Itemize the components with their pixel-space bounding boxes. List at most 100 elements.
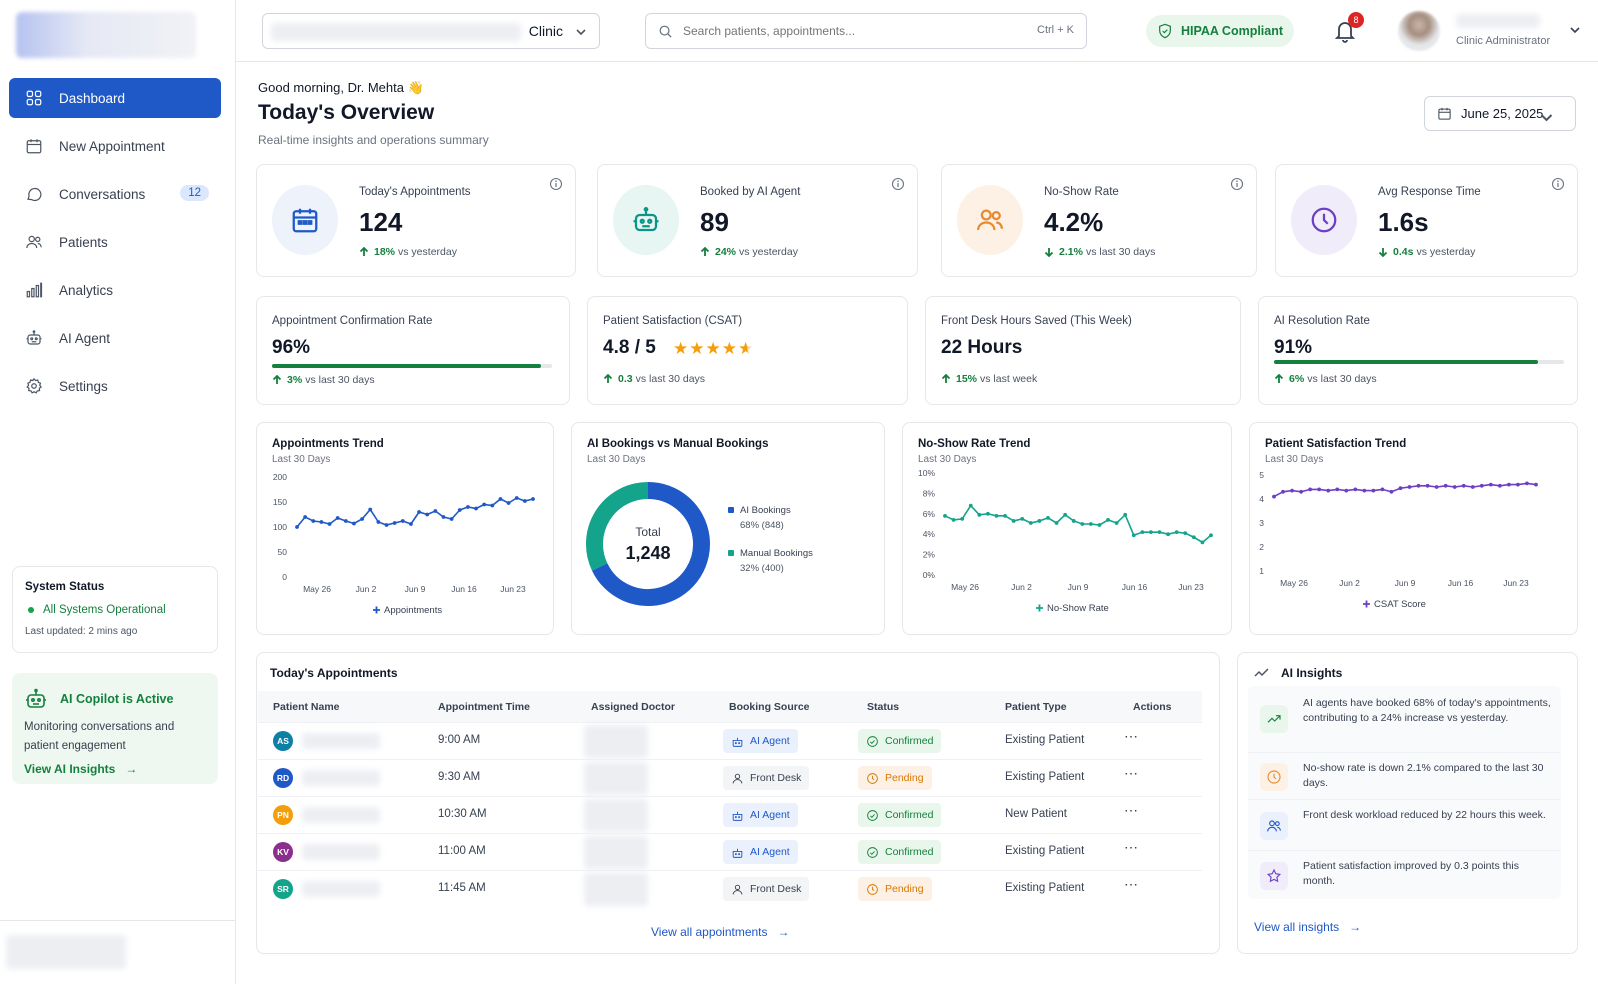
info-icon[interactable] bbox=[1230, 177, 1244, 191]
copilot-description: Monitoring conversations and patient eng… bbox=[24, 721, 175, 752]
data-point bbox=[514, 496, 519, 500]
check-circle-icon bbox=[867, 809, 878, 821]
table-row[interactable]: PN 10:30 AM AI Agent Confirmed New Patie… bbox=[258, 796, 1202, 833]
sidebar-item-conversations[interactable]: Conversations 12 bbox=[9, 174, 221, 214]
patient-type: Existing Patient bbox=[1005, 882, 1085, 894]
column-header-type[interactable]: Patient Type bbox=[1005, 701, 1067, 713]
sidebar-item-dashboard[interactable]: Dashboard bbox=[9, 78, 221, 118]
booking-source-label: AI Agent bbox=[750, 735, 790, 747]
bell-icon[interactable] bbox=[1333, 18, 1357, 44]
sidebar-item-settings[interactable]: Settings bbox=[9, 366, 221, 406]
greeting: Good morning, Dr. Mehta 👋 bbox=[258, 80, 424, 95]
donut-center-label: Total bbox=[635, 525, 660, 539]
status-label: Confirmed bbox=[885, 809, 934, 821]
robot-icon bbox=[732, 737, 743, 747]
sidebar-item-ai-agent[interactable]: AI Agent bbox=[9, 318, 221, 358]
y-tick-label: 100 bbox=[273, 522, 287, 532]
delta-text: vs yesterday bbox=[398, 246, 457, 258]
arrow-up-icon bbox=[603, 374, 613, 383]
insight-icon-box bbox=[1260, 811, 1288, 840]
data-point bbox=[1272, 494, 1276, 499]
view-all-insights-link[interactable]: View all insights → bbox=[1254, 920, 1361, 934]
view-ai-insights-link[interactable]: View AI Insights → bbox=[24, 762, 206, 776]
avatar[interactable] bbox=[1398, 11, 1440, 51]
row-actions-menu-icon[interactable]: ⋯ bbox=[1124, 728, 1139, 744]
calendar-icon bbox=[292, 208, 318, 233]
row-actions-menu-icon[interactable]: ⋯ bbox=[1124, 876, 1139, 892]
chevron-down-icon bbox=[1540, 114, 1553, 122]
arrow-right-icon: → bbox=[777, 925, 790, 939]
top-bar bbox=[236, 0, 1598, 62]
arrow-up-icon bbox=[941, 374, 951, 383]
table-row[interactable]: AS 9:00 AM AI Agent Confirmed Existing P… bbox=[258, 722, 1202, 759]
chart-subtitle: Last 30 Days bbox=[918, 454, 977, 465]
data-point bbox=[1516, 482, 1520, 487]
data-point bbox=[1299, 489, 1304, 494]
status-badge: Confirmed bbox=[858, 803, 942, 827]
user-profile-redacted[interactable] bbox=[6, 935, 126, 969]
y-tick-label: 50 bbox=[278, 547, 288, 557]
data-point bbox=[392, 521, 397, 525]
booking-source-badge: AI Agent bbox=[723, 729, 798, 753]
robot-icon bbox=[26, 330, 42, 345]
row-actions-menu-icon[interactable]: ⋯ bbox=[1124, 839, 1139, 855]
metric-label: Front Desk Hours Saved (This Week) bbox=[941, 315, 1132, 327]
view-all-appointments-link[interactable]: View all appointments → bbox=[651, 925, 790, 939]
users-icon bbox=[26, 235, 42, 249]
metric-value: 22 Hours bbox=[941, 337, 1023, 358]
arrow-up-icon bbox=[1274, 374, 1284, 383]
insights-list: AI agents have booked 68% of today's app… bbox=[1248, 686, 1561, 899]
column-header-status[interactable]: Status bbox=[867, 701, 900, 713]
status-badge: Confirmed bbox=[858, 729, 942, 753]
row-actions-menu-icon[interactable]: ⋯ bbox=[1124, 765, 1139, 781]
search-input[interactable] bbox=[683, 24, 1013, 38]
info-icon[interactable] bbox=[549, 177, 563, 191]
sidebar-item-new-appointment[interactable]: New Appointment bbox=[9, 126, 221, 166]
user-menu-chevron-icon[interactable] bbox=[1568, 25, 1582, 35]
y-tick-label: 4% bbox=[923, 529, 936, 539]
sidebar-item-patients[interactable]: Patients bbox=[9, 222, 221, 262]
data-point bbox=[295, 525, 299, 529]
column-header-patient[interactable]: Patient Name bbox=[273, 701, 340, 713]
x-tick-label: May 26 bbox=[1280, 578, 1308, 588]
delta-value: 18% bbox=[374, 246, 396, 258]
sidebar-item-analytics[interactable]: Analytics bbox=[9, 270, 221, 310]
view-ai-insights-label: View AI Insights bbox=[24, 762, 116, 776]
data-point bbox=[1063, 512, 1068, 517]
data-point bbox=[1046, 515, 1050, 520]
series-line bbox=[1273, 482, 1537, 498]
data-point bbox=[986, 511, 990, 516]
booking-source-badge: AI Agent bbox=[723, 803, 798, 827]
info-icon[interactable] bbox=[1551, 177, 1565, 191]
x-tick-label: Jun 23 bbox=[1503, 578, 1529, 588]
table-row[interactable]: SR 11:45 AM Front Desk Pending Existing … bbox=[258, 870, 1202, 907]
arrow-up-icon bbox=[359, 247, 369, 256]
clinic-selector[interactable]: Clinic bbox=[262, 13, 600, 49]
app-logo[interactable] bbox=[16, 12, 196, 58]
date-picker-button[interactable]: June 25, 2025 bbox=[1424, 96, 1576, 131]
kpi-icon-circle bbox=[272, 185, 338, 255]
status-label: Confirmed bbox=[885, 846, 934, 858]
sidebar-nav: Dashboard New Appointment Conversations … bbox=[9, 78, 221, 414]
table-row[interactable]: RD 9:30 AM Front Desk Pending Existing P… bbox=[258, 759, 1202, 796]
ai-copilot-card: AI Copilot is Active Monitoring conversa… bbox=[12, 673, 218, 784]
info-icon[interactable] bbox=[891, 177, 905, 191]
data-point bbox=[343, 519, 348, 523]
column-header-time[interactable]: Appointment Time bbox=[438, 701, 530, 713]
progress-fill bbox=[1274, 360, 1538, 364]
delta-value: 24% bbox=[715, 246, 737, 258]
chart-title: Patient Satisfaction Trend bbox=[1265, 438, 1407, 450]
delta-value: 0.3 bbox=[618, 373, 633, 385]
status-badge: Pending bbox=[858, 766, 932, 790]
column-header-doctor[interactable]: Assigned Doctor bbox=[591, 701, 676, 713]
data-point bbox=[1353, 487, 1358, 492]
data-point bbox=[1416, 483, 1421, 488]
table-row[interactable]: KV 11:00 AM AI Agent Confirmed Existing … bbox=[258, 833, 1202, 870]
column-header-actions: Actions bbox=[1133, 701, 1172, 713]
row-actions-menu-icon[interactable]: ⋯ bbox=[1124, 802, 1139, 818]
global-search[interactable]: Ctrl + K bbox=[645, 13, 1087, 49]
column-header-source[interactable]: Booking Source bbox=[729, 701, 810, 713]
doctor-name-redacted bbox=[584, 762, 648, 795]
legend-marker bbox=[373, 606, 380, 614]
legend-label: CSAT Score bbox=[1374, 599, 1426, 610]
